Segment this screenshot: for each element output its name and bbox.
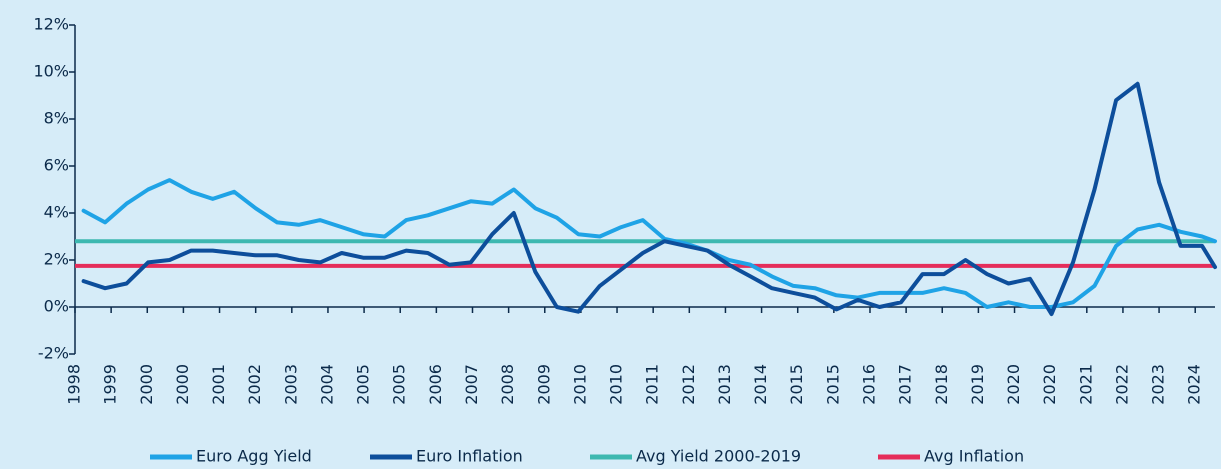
x-tick-label: 2014 <box>751 364 770 405</box>
x-tick-label: 2021 <box>1076 364 1095 405</box>
x-tick-label: 1998 <box>65 364 84 405</box>
x-tick-label: 2018 <box>932 364 951 405</box>
x-tick-label: 1999 <box>101 364 120 405</box>
x-tick-label: 2008 <box>498 364 517 405</box>
x-tick-label: 2009 <box>534 364 553 405</box>
x-tick-label: 2007 <box>462 364 481 405</box>
x-tick-label: 2004 <box>317 364 336 405</box>
y-tick-label: 8% <box>44 109 69 128</box>
x-tick-label: 2010 <box>607 364 626 405</box>
x-tick-label: 2020 <box>1040 364 1059 405</box>
y-tick-label: 2% <box>44 250 69 269</box>
x-tick-label: 2015 <box>823 364 842 405</box>
y-tick-label: 10% <box>33 62 69 81</box>
legend-label: Avg Inflation <box>924 447 1024 466</box>
x-tick-label: 2024 <box>1185 364 1204 405</box>
x-tick-label: 2020 <box>1004 364 1023 405</box>
y-tick-label: 12% <box>33 15 69 34</box>
x-tick-label: 2005 <box>354 364 373 405</box>
x-tick-label: 2017 <box>896 364 915 405</box>
x-tick-label: 2023 <box>1149 364 1168 405</box>
y-tick-label: 6% <box>44 156 69 175</box>
legend-label: Avg Yield 2000-2019 <box>636 447 801 466</box>
x-tick-label: 2001 <box>209 364 228 405</box>
x-tick-label: 2010 <box>570 364 589 405</box>
x-tick-label: 2005 <box>390 364 409 405</box>
y-tick-label: 0% <box>44 297 69 316</box>
legend-label: Euro Inflation <box>416 447 523 466</box>
x-tick-label: 2000 <box>173 364 192 405</box>
line-series <box>81 178 1217 309</box>
x-tick-label: 2019 <box>968 364 987 405</box>
legend-label: Euro Agg Yield <box>196 447 312 466</box>
x-tick-label: 2022 <box>1112 364 1131 405</box>
x-tick-label: 2012 <box>679 364 698 405</box>
y-tick-label: 4% <box>44 203 69 222</box>
x-tick-label: 2011 <box>643 364 662 405</box>
x-tick-label: 2016 <box>859 364 878 405</box>
x-tick-label: 2006 <box>426 364 445 405</box>
y-tick-label: -2% <box>38 344 69 363</box>
x-tick-label: 2015 <box>787 364 806 405</box>
x-tick-label: 2002 <box>245 364 264 405</box>
x-tick-label: 2000 <box>137 364 156 405</box>
line-series <box>81 81 1217 317</box>
x-tick-label: 2003 <box>281 364 300 405</box>
x-tick-label: 2013 <box>715 364 734 405</box>
